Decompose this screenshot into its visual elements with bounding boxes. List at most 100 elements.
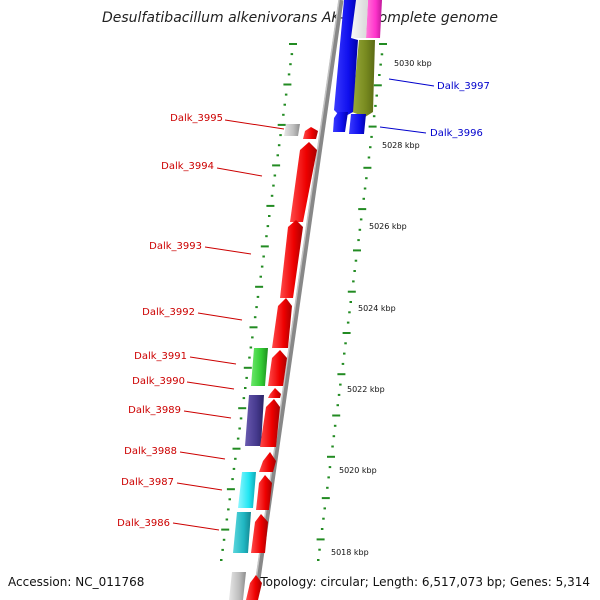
gene-arrow-pink[interactable] xyxy=(366,0,382,38)
scale-tick xyxy=(220,559,223,561)
gene-arrow-cyan[interactable] xyxy=(238,472,256,508)
gene-arrow-red[interactable] xyxy=(290,142,317,222)
scale-tick xyxy=(249,326,258,329)
gene-arrow-red[interactable] xyxy=(303,127,318,139)
gene-arrow-red[interactable] xyxy=(272,298,292,348)
scale-tick xyxy=(365,177,368,180)
scale-tick xyxy=(328,466,332,469)
kbp-label: 5022 kbp xyxy=(347,385,385,394)
scale-tick xyxy=(362,197,365,200)
scale-tick xyxy=(342,332,351,334)
kbp-label: 5024 kbp xyxy=(358,304,396,313)
scale-tick xyxy=(349,301,352,303)
gene-arrow-red[interactable] xyxy=(256,475,272,510)
gene-label-dalk-3995[interactable]: Dalk_3995 xyxy=(170,113,223,124)
scale-tick xyxy=(363,187,367,190)
scale-tick xyxy=(276,154,279,157)
gene-arrow-white[interactable] xyxy=(351,0,368,38)
label-leader xyxy=(379,126,427,134)
scale-tick xyxy=(320,528,324,530)
scale-tick xyxy=(348,311,351,314)
gene-arrow-red[interactable] xyxy=(259,452,276,472)
scale-tick xyxy=(367,156,371,159)
scale-tick xyxy=(346,321,350,324)
gene-label-dalk-3997[interactable]: Dalk_3997 xyxy=(437,81,490,92)
gene-label-dalk-3996[interactable]: Dalk_3996 xyxy=(430,128,483,139)
gene-arrow-blue[interactable] xyxy=(334,0,358,118)
kbp-label: 5020 kbp xyxy=(339,466,377,475)
gene-label-dalk-3992[interactable]: Dalk_3992 xyxy=(142,307,195,318)
scale-tick xyxy=(231,478,234,481)
gene-arrow-blue[interactable] xyxy=(333,112,348,132)
scale-tick xyxy=(227,508,230,511)
scale-tick xyxy=(358,208,367,211)
scale-tick xyxy=(327,476,330,479)
scale-tick xyxy=(272,184,275,187)
gene-arrow-purple[interactable] xyxy=(245,395,264,446)
gene-label-dalk-3994[interactable]: Dalk_3994 xyxy=(161,161,214,172)
gene-arrow-red[interactable] xyxy=(260,399,280,447)
gene-arrow-red[interactable] xyxy=(246,575,262,600)
label-leader xyxy=(172,522,220,531)
gene-arrow-teal[interactable] xyxy=(233,512,251,553)
gene-label-dalk-3990[interactable]: Dalk_3990 xyxy=(132,376,185,387)
kbp-label: 5026 kbp xyxy=(369,222,407,231)
scale-tick xyxy=(357,239,360,242)
label-leader xyxy=(204,246,252,255)
scale-tick xyxy=(317,559,320,561)
accession-text: Accession: NC_011768 xyxy=(8,575,144,589)
scale-tick xyxy=(337,373,346,376)
scale-tick xyxy=(221,528,230,531)
scale-tick xyxy=(333,424,337,427)
scale-tick xyxy=(242,397,246,400)
scale-tick xyxy=(379,63,382,66)
gene-arrow-gray[interactable] xyxy=(284,124,300,136)
scale-tick xyxy=(260,245,269,248)
gene-label-dalk-3988[interactable]: Dalk_3988 xyxy=(124,446,177,457)
scale-tick xyxy=(353,249,361,252)
scale-tick xyxy=(232,467,236,470)
kbp-label: 5030 kbp xyxy=(394,59,432,68)
scale-tick xyxy=(337,393,341,396)
scale-tick xyxy=(347,290,356,293)
scale-tick xyxy=(238,427,241,430)
gene-arrow-blue[interactable] xyxy=(349,114,366,134)
scale-tick xyxy=(323,507,326,510)
gene-label-dalk-3987[interactable]: Dalk_3987 xyxy=(121,477,174,488)
tick-track-right xyxy=(316,43,387,561)
gene-arrow-gray[interactable] xyxy=(229,572,246,600)
scale-tick xyxy=(331,445,334,448)
gene-label-dalk-3986[interactable]: Dalk_3986 xyxy=(117,518,170,529)
gene-arrow-red[interactable] xyxy=(251,514,268,553)
gene-arrow-red[interactable] xyxy=(268,350,287,386)
scale-tick xyxy=(277,123,286,126)
scale-tick xyxy=(283,103,286,106)
scale-tick xyxy=(336,404,339,407)
scale-tick xyxy=(321,497,330,500)
gene-arrow-red[interactable] xyxy=(280,220,303,298)
gene-arrow-green[interactable] xyxy=(251,348,268,386)
scale-tick xyxy=(279,134,282,137)
scale-tick xyxy=(268,215,271,217)
gene-label-dalk-3991[interactable]: Dalk_3991 xyxy=(134,351,187,362)
scale-tick xyxy=(273,174,277,177)
gene-label-dalk-3993[interactable]: Dalk_3993 xyxy=(149,241,202,252)
scale-tick xyxy=(353,270,356,272)
scale-tick xyxy=(222,538,226,541)
scale-tick xyxy=(249,346,253,349)
scale-tick xyxy=(287,73,291,76)
gene-arrow-olive[interactable] xyxy=(352,40,375,117)
scale-tick xyxy=(378,74,381,76)
label-leader xyxy=(216,167,263,177)
scale-tick xyxy=(322,517,325,520)
scale-tick xyxy=(370,135,373,138)
scale-tick xyxy=(239,417,243,420)
scale-tick xyxy=(326,486,329,489)
gene-label-dalk-3989[interactable]: Dalk_3989 xyxy=(128,405,181,416)
gene-arrow-red[interactable] xyxy=(268,388,281,398)
scale-tick xyxy=(243,366,252,369)
scale-tick xyxy=(277,144,281,147)
scale-tick xyxy=(339,383,342,386)
scale-tick xyxy=(238,407,247,410)
scale-tick xyxy=(256,295,260,298)
